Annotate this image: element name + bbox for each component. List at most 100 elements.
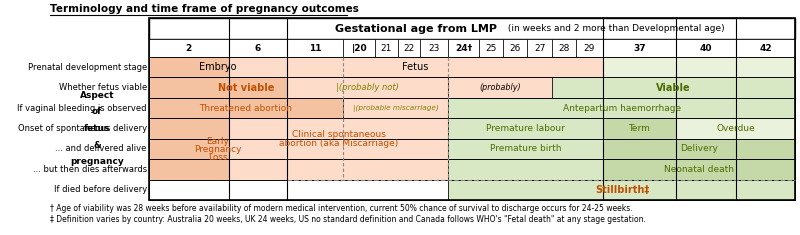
Text: Loss: Loss xyxy=(208,153,227,162)
Text: |(probable miscarriage): |(probable miscarriage) xyxy=(353,105,438,112)
Text: 26: 26 xyxy=(510,43,521,52)
Text: 24†: 24† xyxy=(455,43,472,52)
Bar xyxy=(602,139,795,159)
Bar xyxy=(149,98,343,118)
Text: Gestational age from LMP: Gestational age from LMP xyxy=(334,24,497,34)
Text: 27: 27 xyxy=(534,43,546,52)
Bar xyxy=(343,39,375,57)
Text: 29: 29 xyxy=(584,43,595,52)
Bar xyxy=(552,77,795,98)
Text: 42: 42 xyxy=(759,43,772,52)
Bar xyxy=(149,139,287,159)
Text: abortion (aka Miscarriage): abortion (aka Miscarriage) xyxy=(279,139,398,148)
Bar xyxy=(287,39,343,57)
Text: 21: 21 xyxy=(381,43,392,52)
Text: 11: 11 xyxy=(309,43,322,52)
Bar xyxy=(149,77,795,98)
Bar xyxy=(449,180,795,200)
Bar xyxy=(149,159,795,180)
Text: |20: |20 xyxy=(351,43,367,52)
Text: 6: 6 xyxy=(254,43,261,52)
Bar xyxy=(149,180,795,200)
Text: Aspect

of

fetus

&

pregnancy: Aspect of fetus & pregnancy xyxy=(70,91,124,166)
Text: Early: Early xyxy=(206,137,230,146)
Bar xyxy=(149,180,449,200)
Bar xyxy=(229,159,449,180)
Text: Premature labour: Premature labour xyxy=(486,124,565,133)
Bar xyxy=(149,139,795,159)
Bar xyxy=(552,39,576,57)
Bar xyxy=(478,39,503,57)
Bar xyxy=(449,39,478,57)
Bar xyxy=(449,159,602,180)
Text: (probably): (probably) xyxy=(479,83,521,92)
Text: Antepartum haemorrhage: Antepartum haemorrhage xyxy=(563,104,681,113)
Bar xyxy=(149,57,287,77)
Text: 28: 28 xyxy=(558,43,570,52)
Bar xyxy=(576,39,602,57)
Text: Neonatal death: Neonatal death xyxy=(664,165,734,174)
Bar xyxy=(149,77,343,98)
Text: 37: 37 xyxy=(633,43,646,52)
Text: Viable: Viable xyxy=(656,83,691,93)
Bar xyxy=(503,39,527,57)
Text: 40: 40 xyxy=(700,43,712,52)
Bar xyxy=(149,118,795,139)
Bar xyxy=(229,118,449,139)
Text: If vaginal bleeding is observed: If vaginal bleeding is observed xyxy=(18,104,147,113)
Bar xyxy=(736,39,795,57)
Bar xyxy=(420,39,449,57)
Text: Whether fetus viable: Whether fetus viable xyxy=(58,83,147,92)
Text: 22: 22 xyxy=(403,43,414,52)
Text: (in weeks and 2 more than Developmental age): (in weeks and 2 more than Developmental … xyxy=(505,24,725,33)
Bar xyxy=(676,39,736,57)
Bar xyxy=(527,39,552,57)
Bar xyxy=(149,159,287,180)
Text: |(probably not): |(probably not) xyxy=(336,83,399,92)
Bar xyxy=(449,139,602,159)
Text: ... but then dies afterwards: ... but then dies afterwards xyxy=(33,165,147,174)
Text: Prenatal development stage: Prenatal development stage xyxy=(27,63,147,72)
Text: † Age of viability was 28 weeks before availability of modern medical interventi: † Age of viability was 28 weeks before a… xyxy=(50,204,633,213)
Bar xyxy=(229,139,449,159)
Text: Not viable: Not viable xyxy=(218,83,274,93)
Text: 23: 23 xyxy=(429,43,440,52)
Text: ‡ Definition varies by country: Australia 20 weeks, UK 24 weeks, US no standard : ‡ Definition varies by country: Australi… xyxy=(50,215,646,224)
Text: Clinical spontaneous: Clinical spontaneous xyxy=(291,130,386,139)
Bar xyxy=(449,77,552,98)
Text: Onset of spontaneous delivery: Onset of spontaneous delivery xyxy=(18,124,147,133)
Text: Threatened abortion: Threatened abortion xyxy=(199,104,293,113)
Text: Pregnancy: Pregnancy xyxy=(194,145,242,154)
Text: 25: 25 xyxy=(485,43,497,52)
Text: Fetus: Fetus xyxy=(402,62,429,72)
Text: Term: Term xyxy=(628,124,650,133)
Text: Delivery: Delivery xyxy=(680,145,718,153)
Bar xyxy=(676,118,795,139)
Bar xyxy=(149,18,795,200)
Bar xyxy=(449,98,795,118)
Text: Premature birth: Premature birth xyxy=(490,145,562,153)
Text: Overdue: Overdue xyxy=(716,124,755,133)
Text: ... and delivered alive: ... and delivered alive xyxy=(55,145,147,153)
Bar xyxy=(149,57,795,77)
Bar xyxy=(602,57,795,77)
Bar xyxy=(149,18,795,39)
Bar xyxy=(343,98,449,118)
Bar xyxy=(449,118,602,139)
Bar xyxy=(398,39,420,57)
Text: Stillbirth‡: Stillbirth‡ xyxy=(594,185,649,195)
Bar xyxy=(602,159,795,180)
Text: 2: 2 xyxy=(186,43,192,52)
Bar xyxy=(229,57,602,77)
Text: Embryo: Embryo xyxy=(199,62,237,72)
Bar xyxy=(375,39,398,57)
Text: Terminology and time frame of pregnancy outcomes: Terminology and time frame of pregnancy … xyxy=(50,4,359,14)
Bar xyxy=(149,118,287,139)
Bar xyxy=(149,39,229,57)
Bar xyxy=(287,77,449,98)
Bar xyxy=(602,118,676,139)
Bar xyxy=(602,39,676,57)
Bar xyxy=(229,39,287,57)
Bar xyxy=(149,98,795,118)
Text: If died before delivery: If died before delivery xyxy=(54,185,147,194)
